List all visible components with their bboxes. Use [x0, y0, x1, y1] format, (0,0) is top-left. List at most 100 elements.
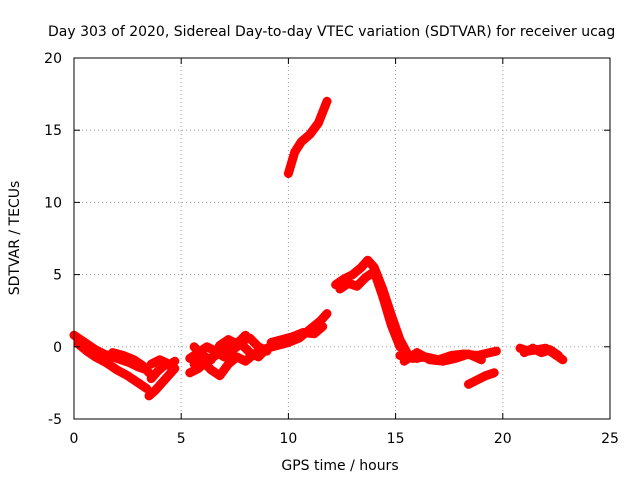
data-point: [215, 371, 224, 380]
data-point: [314, 118, 323, 127]
data-point: [108, 348, 117, 357]
data-point: [262, 344, 271, 353]
data-point: [537, 348, 546, 357]
data-point: [464, 350, 473, 359]
data-point: [267, 338, 276, 347]
data-point: [170, 357, 179, 366]
data-point: [82, 347, 91, 356]
data-point: [112, 365, 121, 374]
data-point: [473, 376, 482, 385]
data-point: [348, 270, 357, 279]
data-point: [228, 345, 237, 354]
data-point: [284, 169, 293, 178]
axis-ticks: 0 5 10 15 20 25 -5 0 5 10 15 20: [44, 51, 619, 447]
data-point: [353, 282, 362, 291]
x-tick-label: 5: [177, 431, 186, 447]
data-point: [481, 371, 490, 380]
data-point: [147, 374, 156, 383]
data-point: [138, 361, 147, 370]
data-point: [490, 368, 499, 377]
data-point: [202, 342, 211, 351]
data-point: [151, 386, 160, 395]
data-point: [318, 322, 327, 331]
y-tick-label: 10: [44, 195, 62, 211]
data-point: [464, 380, 473, 389]
data-point: [241, 357, 250, 366]
x-axis-title: GPS time / hours: [281, 458, 398, 474]
data-point: [395, 351, 404, 360]
data-point: [520, 348, 529, 357]
data-point: [290, 147, 299, 156]
series-band: [464, 368, 499, 389]
data-point: [378, 292, 387, 301]
data-point: [153, 367, 162, 376]
data-point: [198, 351, 207, 360]
data-point: [305, 130, 314, 139]
data-point: [425, 355, 434, 364]
data-point: [157, 378, 166, 387]
data-point: [215, 341, 224, 350]
data-point: [224, 335, 233, 344]
data-point: [164, 371, 173, 380]
plot-frame: [73, 57, 611, 420]
data-point: [145, 391, 154, 400]
data-point: [190, 360, 199, 369]
series-band: [73, 339, 152, 394]
data-point: [232, 339, 241, 348]
data-point: [554, 351, 563, 360]
data-point: [492, 347, 501, 356]
data-point: [485, 348, 494, 357]
data-point: [477, 355, 486, 364]
data-point: [168, 364, 177, 373]
data-point: [185, 368, 194, 377]
data-point: [241, 331, 250, 340]
data-point: [361, 273, 370, 282]
data-point: [528, 344, 537, 353]
data-point: [370, 267, 379, 276]
y-tick-label: -5: [48, 412, 62, 428]
data-point: [220, 352, 229, 361]
y-tick-label: 0: [53, 340, 62, 356]
data-point: [185, 354, 194, 363]
grid: [74, 58, 610, 419]
chart-title: Day 303 of 2020, Sidereal Day-to-day VTE…: [48, 24, 615, 40]
data-point: [250, 350, 259, 359]
data-point: [207, 355, 216, 364]
data-point: [297, 137, 306, 146]
data-point: [232, 352, 241, 361]
data-point: [335, 285, 344, 294]
data-point: [190, 342, 199, 351]
data-point: [91, 352, 100, 361]
y-tick-label: 15: [44, 123, 62, 139]
data-point: [558, 355, 567, 364]
y-axis-title: SDTVAR / TECUs: [7, 181, 23, 296]
data-point: [322, 97, 331, 106]
data-point: [400, 357, 409, 366]
data-point: [142, 384, 151, 393]
data-point: [277, 335, 286, 344]
x-tick-label: 25: [601, 431, 619, 447]
data-point: [155, 355, 164, 364]
data-point: [451, 354, 460, 363]
data-point: [224, 360, 233, 369]
data-point: [363, 256, 372, 265]
data-point: [413, 348, 422, 357]
data-point: [545, 345, 554, 354]
data-point: [395, 342, 404, 351]
data-points: [69, 96, 568, 401]
data-point: [207, 365, 216, 374]
data-point: [322, 309, 331, 318]
data-point: [387, 321, 396, 330]
data-point: [162, 358, 171, 367]
x-tick-label: 20: [494, 431, 512, 447]
data-point: [438, 357, 447, 366]
data-point: [123, 371, 132, 380]
data-point: [130, 355, 139, 364]
series-band: [146, 355, 178, 373]
data-point: [288, 332, 297, 341]
data-point: [102, 358, 111, 367]
data-point: [299, 328, 308, 337]
y-tick-label: 5: [53, 268, 62, 284]
data-point: [344, 279, 353, 288]
